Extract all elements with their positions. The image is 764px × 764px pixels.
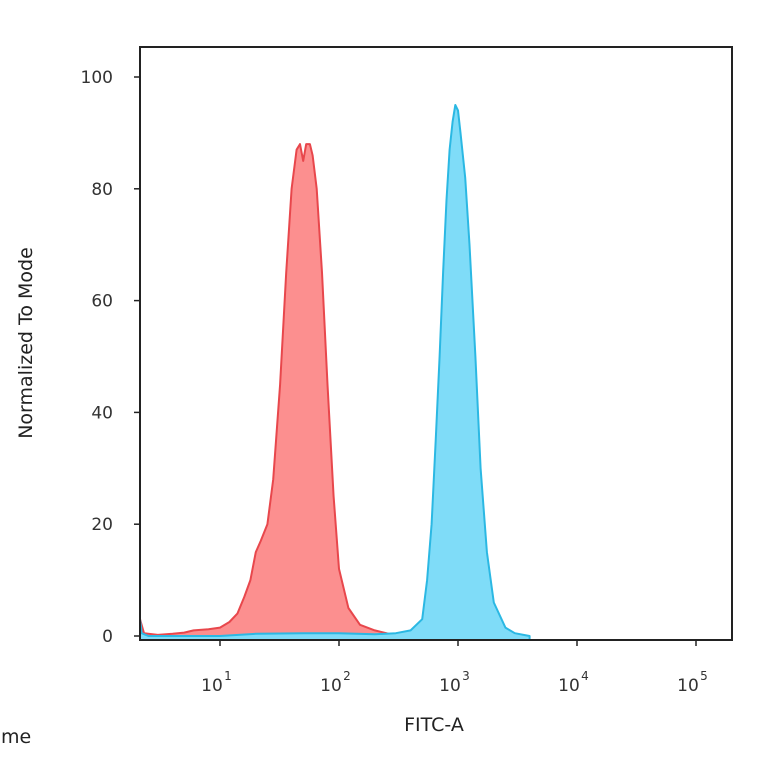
y-axis-title: Normalized To Mode xyxy=(15,247,37,439)
x-tick-exponent: 5 xyxy=(700,669,708,683)
y-axis: 0 20 40 60 80 100 xyxy=(81,68,140,647)
histogram-area-2 xyxy=(139,104,531,641)
y-tick-label: 0 xyxy=(102,627,113,647)
y-tick-label: 60 xyxy=(91,292,113,312)
y-tick-label: 80 xyxy=(91,180,113,200)
y-tick-label: 100 xyxy=(81,68,113,88)
y-tick-label: 20 xyxy=(91,515,113,535)
x-tick-label: 10 xyxy=(558,676,580,696)
x-axis-title: FITC-A xyxy=(404,714,464,736)
x-tick-label: 10 xyxy=(320,676,342,696)
x-tick-label: 10 xyxy=(201,676,223,696)
x-tick-label: 10 xyxy=(439,676,461,696)
x-tick-label: 10 xyxy=(677,676,699,696)
x-axis: 10 1 10 2 10 3 10 4 10 5 xyxy=(201,640,708,696)
y-tick-label: 40 xyxy=(91,403,113,423)
histogram-area-1 xyxy=(139,143,397,641)
clipped-left-text: me xyxy=(1,726,31,748)
series-layer xyxy=(139,104,531,641)
x-tick-exponent: 1 xyxy=(224,669,232,683)
x-tick-exponent: 4 xyxy=(581,669,589,683)
x-tick-exponent: 3 xyxy=(462,669,470,683)
plot-frame xyxy=(139,46,733,641)
x-tick-exponent: 2 xyxy=(343,669,351,683)
